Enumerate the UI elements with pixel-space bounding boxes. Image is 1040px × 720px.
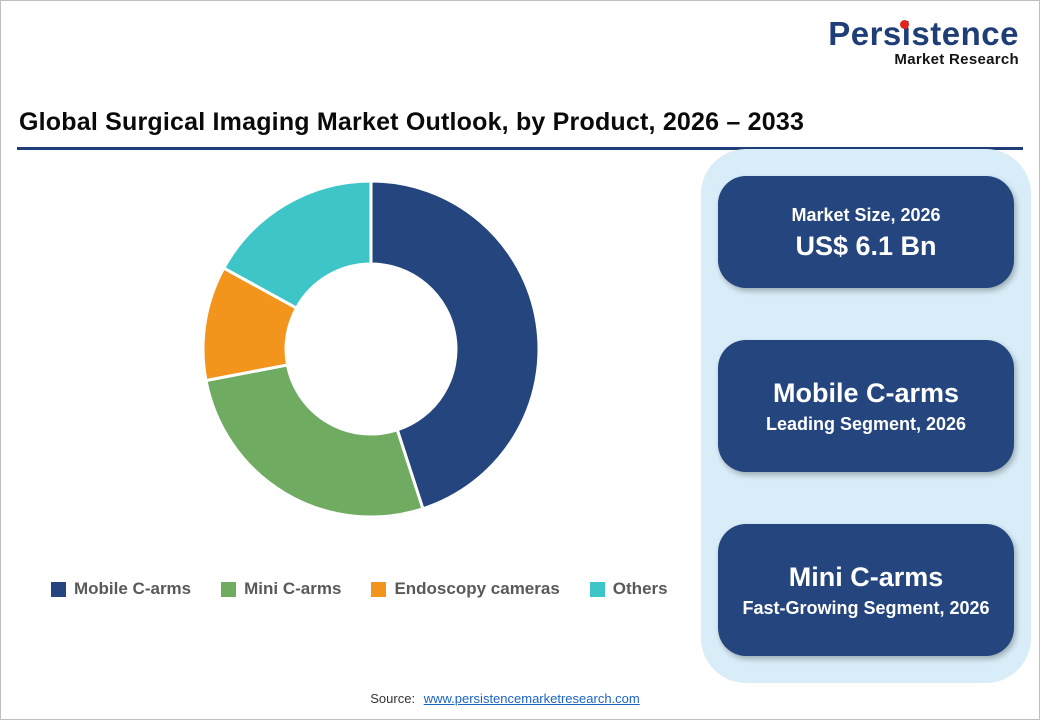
donut-segment-mobile-c-arms (369, 179, 541, 511)
legend-swatch-icon (51, 581, 66, 597)
brand-name: Persistence (828, 15, 1019, 52)
fast-growing-segment-name: Mini C-arms (788, 561, 944, 592)
market-size-card: Market Size, 2026 US$ 6.1 Bn (718, 176, 1014, 288)
legend-swatch-icon (221, 581, 237, 597)
legend-label: Endoscopy cameras (394, 579, 560, 598)
brand-red-dot-icon (900, 20, 910, 29)
fast-growing-segment-label: Fast-Growing Segment, 2026 (742, 597, 990, 618)
legend-label: Others (612, 579, 668, 598)
legend-label: Mobile C-arms (74, 579, 192, 598)
donut-segment-mini-c-arms (204, 363, 425, 519)
leading-segment-card: Mobile C-arms Leading Segment, 2026 (718, 340, 1014, 472)
fast-growing-segment-card: Mini C-arms Fast-Growing Segment, 2026 (718, 524, 1014, 656)
legend-item: Mobile C-arms (51, 579, 191, 599)
legend-swatch-icon (589, 581, 605, 597)
legend-item: Mini C-arms (221, 579, 341, 599)
page-title: Global Surgical Imaging Market Outlook, … (19, 108, 805, 136)
source-label: Source: (370, 691, 416, 706)
legend-swatch-icon (371, 581, 387, 597)
chart-legend: Mobile C-arms Mini C-arms Endoscopy camera… (51, 579, 691, 599)
source-link[interactable]: www.persistencemarketresearch.com (423, 691, 640, 706)
donut-chart (201, 179, 541, 519)
highlight-panel: Market Size, 2026 US$ 6.1 Bn Mobile C-ar… (701, 149, 1031, 683)
title-underline (17, 147, 1023, 150)
legend-item: Endoscopy cameras (371, 579, 560, 599)
source-line: Source: www.persistencemarketresearch.co… (1, 691, 1009, 706)
market-size-label: Market Size, 2026 (791, 204, 941, 225)
brand-tagline: Market Research (894, 51, 1019, 68)
donut-segment-others (222, 179, 373, 310)
legend-label: Mini C-arms (244, 579, 342, 598)
legend-item: Others (589, 579, 668, 599)
brand-logo: Persistence Market Research (828, 15, 1019, 69)
leading-segment-label: Leading Segment, 2026 (765, 413, 967, 434)
leading-segment-name: Mobile C-arms (772, 377, 960, 408)
market-size-value: US$ 6.1 Bn (795, 230, 937, 261)
